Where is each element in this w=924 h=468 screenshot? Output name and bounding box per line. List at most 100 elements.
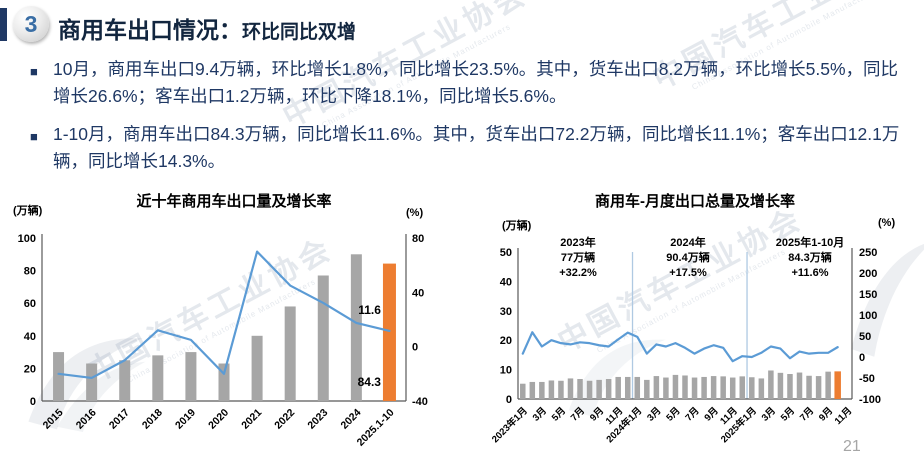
right-axis-tick: -50 [859,373,875,385]
right-axis-tick: 200 [859,268,877,280]
right-axis-tick: 250 [859,247,877,259]
export-bar [653,376,660,399]
export-bar [777,372,784,399]
export-bar [739,376,746,399]
export-bar [796,372,803,399]
export-bar [317,275,329,401]
export-bar [119,360,131,401]
export-bar [682,375,688,399]
export-bar [710,376,717,399]
export-bar [691,377,698,399]
left-axis-tick: 30 [500,306,512,318]
section-number-badge: 3 [13,6,49,42]
x-axis-tick: 9月 [817,405,835,423]
export-bar [634,376,641,399]
export-bar [529,381,536,399]
x-axis-tick: 2020 [206,407,231,432]
bullet-square-icon: ■ [30,64,38,79]
chart-title: 商用车-月度出口总量及增长率 [595,193,795,210]
export-bar [672,374,679,399]
export-bar [548,380,555,399]
monthly-export-chart: 商用车-月度出口总量及增长率 (万辆) (%) 50 40 30 20 10 0 250 20… [466,186,924,466]
annotation-2023: 2023年 77万辆 +32.2% [559,237,597,279]
x-axis-tick: 2023年1月 [489,405,530,446]
x-axis-tick: 2022 [272,407,297,432]
export-bar [825,371,831,399]
page-title-sub: 环比同比双增 [242,22,357,43]
annotation-2024: 2024年 90.4万辆 +17.5% [666,237,710,279]
x-axis-tick: 2017 [107,407,132,432]
x-axis-tick: 9月 [588,405,606,423]
x-axis-tick: 3月 [760,405,778,423]
x-axis-tick: 3月 [645,405,663,423]
header-accent-strip [0,8,7,41]
x-axis-tick: 7月 [569,405,587,423]
export-bar [596,379,602,399]
export-bar [729,377,736,399]
volume-value-label: 84.3 [358,375,382,389]
export-bar [86,363,98,401]
annual-export-chart-canvas: 100 80 60 40 20 0 80 40 0 -40 2015 2016 2017 2018 2019… [18,233,428,449]
bullet-ytd-summary: ■ 1-10月，商用车出口84.3万辆，同比增长11.6%。其中，货车出口72.… [30,121,914,175]
export-bar [615,376,621,399]
growth-rate-line [57,250,391,380]
right-axis-unit: (%) [406,207,424,219]
x-axis-tick: 2018 [140,407,165,432]
export-bar [558,380,564,399]
left-axis-tick: 40 [24,331,36,343]
monthly-export-chart-canvas: 50403020100250200150100500-50-1002023年1月… [489,247,881,446]
left-axis-tick: 10 [500,365,512,377]
right-axis-tick: -100 [859,394,881,406]
x-axis-tick: 9月 [703,405,721,423]
export-bar [152,355,164,401]
export-bar [815,376,822,399]
x-axis-tick: 5月 [664,405,682,423]
right-axis-tick: 100 [859,310,877,322]
export-bar [577,379,583,399]
export-bar [586,380,593,399]
x-axis-tick: 7月 [683,405,701,423]
export-bar [520,383,526,399]
bullet-text: 10月，商用车出口9.4万辆，环比增长1.8%，同比增长23.5%。其中，货车出… [53,59,899,106]
left-axis-tick: 0 [506,394,512,406]
export-bar [53,352,65,401]
chart-title: 近十年商用车出口量及增长率 [136,193,332,210]
x-axis-tick: 2021 [239,407,264,432]
left-axis-tick: 20 [24,363,36,375]
right-axis-tick: 0 [412,342,418,354]
growth-rate-line [521,331,839,363]
export-bar [768,370,774,399]
annual-export-chart: 近十年商用车出口量及增长率 (万辆) (%) 100 80 60 40 20 0 80 40 0… [8,186,460,464]
export-bar [701,376,707,399]
x-axis-tick: 2024 [338,407,363,432]
export-bar [787,374,793,399]
page-title: 商用车出口情况： 环比同比双增 [58,11,356,45]
bullet-monthly-summary: ■ 10月，商用车出口9.4万辆，环比增长1.8%，同比增长23.5%。其中，货… [30,56,914,110]
export-bar-highlight [382,263,396,401]
x-axis-tick: 11月 [833,405,855,427]
left-axis-unit: (万辆) [13,205,43,217]
right-axis-tick: 40 [412,287,424,299]
export-bar [605,379,612,399]
right-axis-tick: -40 [412,396,428,408]
export-bar [185,352,197,401]
left-axis-tick: 100 [18,233,36,245]
annotation-2025: 2025年1-10月 84.3万辆 +11.6% [775,237,845,279]
x-axis-tick: 2016 [74,407,99,432]
export-bar [720,376,726,399]
left-axis-tick: 0 [30,396,36,408]
right-axis-tick: 150 [859,289,877,301]
page-number: 21 [843,438,861,455]
x-axis-tick: 7月 [798,405,816,423]
left-axis-tick: 60 [24,298,36,310]
export-bar [218,363,230,401]
x-axis-tick: 5月 [550,405,568,423]
bullet-text: 1-10月，商用车出口84.3万辆，同比增长11.6%。其中，货车出口72.2万… [53,124,900,171]
export-bar [624,376,631,399]
export-bar [284,306,296,401]
left-axis-tick: 20 [500,335,512,347]
export-bar [663,377,669,399]
section-number: 3 [24,10,38,37]
left-axis-tick: 80 [24,266,36,278]
